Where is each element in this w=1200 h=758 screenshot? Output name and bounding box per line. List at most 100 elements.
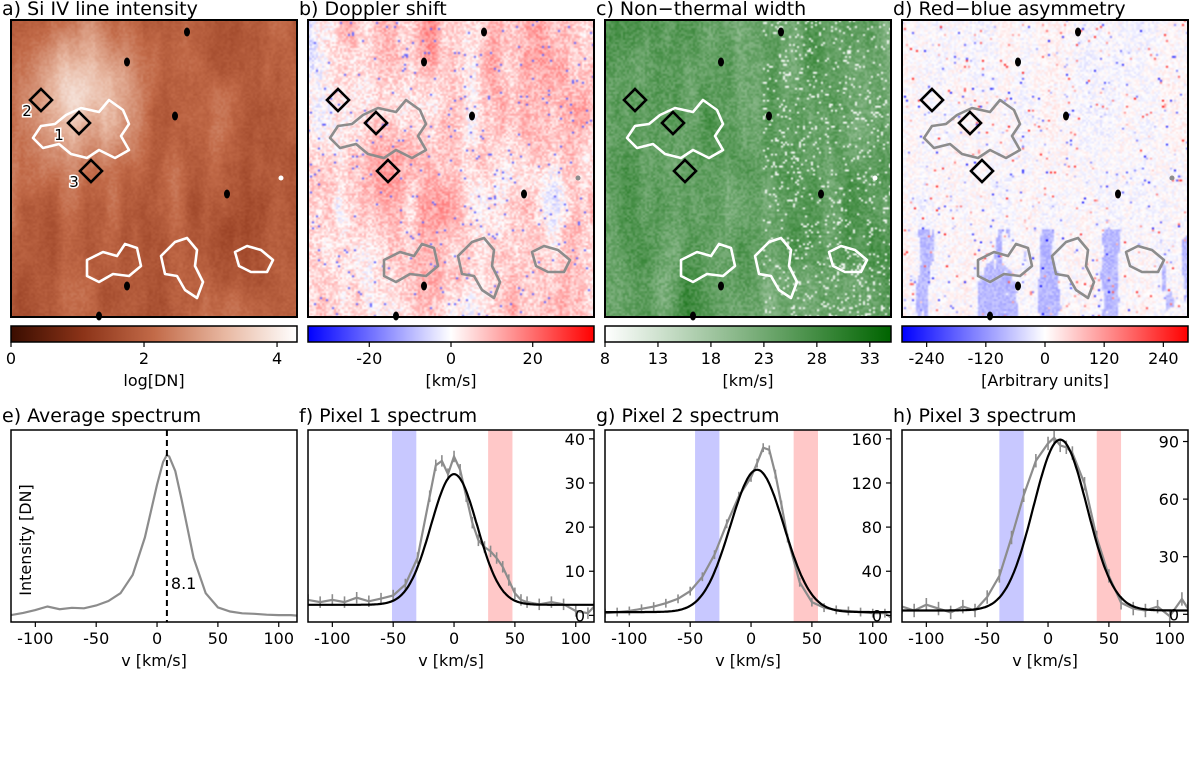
colorbar-label-c: [km/s] [722,371,773,390]
panel-title-g: g) Pixel 2 spectrum [596,405,780,427]
colorbar-b: -20 0 20 [km/s] [307,325,595,390]
colorbar-d: -240 -120 0 120 240 [Arbitrary units] [901,325,1189,390]
colorbar-label-d: [Arbitrary units] [981,371,1109,390]
y-tick-label-h-3: 90 [1159,433,1179,452]
x-tick-label-h-3: 50 [1099,629,1119,648]
plot-area-g [605,430,891,622]
blue-wing-band-h [999,430,1024,622]
pixel-marker-b-1 [363,110,389,136]
colorbar-tick-label-c-3: 23 [754,349,774,368]
colorbar-tick-label-c-0: 8 [600,349,610,368]
colorbar-tick-label-d-0: -240 [908,349,944,368]
x-tick-label-f-3: 50 [505,629,525,648]
fit-line-g [605,468,891,614]
y-tick-label-g-3: 120 [851,474,882,493]
x-tick-label-f-2: 0 [449,629,459,648]
colorbar-tick-label-d-1: -120 [968,349,1004,368]
pixel-marker-d-1 [957,110,983,136]
map-panels: a) Si IV line intensity 1 2 3 b) Doppler shi… [2,0,1189,321]
black-contour-a-1 [184,27,190,37]
contour-a-2 [85,242,143,284]
plot-area-h [902,430,1188,622]
contour-a-3 [159,236,205,300]
map-panel-b: b) Doppler shift [299,0,595,321]
pixel-label-2: 2 [22,102,32,120]
map-frame-a [10,19,298,318]
axes-frame-h [901,429,1189,623]
y-tick-label-f-1: 10 [565,562,585,581]
y-tick-label-h-1: 30 [1159,548,1179,567]
contour-dot-d [1169,175,1175,181]
contour-d-4 [1124,244,1166,274]
map-panel-a: a) Si IV line intensity 1 2 3 [2,0,298,321]
fit-line-h [902,438,1188,612]
x-tick-label-f-0: -100 [314,629,350,648]
contour-d-3 [1050,236,1096,300]
colorbar-tick-label-d-4: 240 [1148,349,1179,368]
x-tick-label-h-0: -100 [908,629,944,648]
y-tick-label-g-0: 0 [872,606,882,625]
contour-b-4 [530,244,572,274]
colorbar-tick-label-c-1: 13 [648,349,668,368]
panel-title-f: f) Pixel 1 spectrum [299,405,477,427]
black-contour-c-1 [778,27,784,37]
panel-title-h: h) Pixel 3 spectrum [893,405,1077,427]
axes-frame-f [307,429,595,623]
map-panel-d: d) Red−blue asymmetry [893,0,1189,321]
spectrum-panel-h: h) Pixel 3 spectrum -100 -50 0 50 100 v [km/s]… [893,405,1189,670]
colorbar-label-b: [km/s] [425,371,476,390]
colorbar-tick-label-b-1: 0 [446,349,456,368]
black-contour-c-2 [718,57,724,67]
pixel-marker-a-3 [78,158,104,184]
pixel-label-1: 1 [54,126,64,144]
black-contour-d-1 [1075,27,1081,37]
colorbar-label-a: log[DN] [123,371,184,390]
red-wing-band-f [488,430,513,622]
panel-title-d: d) Red−blue asymmetry [893,0,1126,20]
y-tick-label-f-0: 0 [575,606,585,625]
colorbar-tick-label-c-2: 18 [701,349,721,368]
pixel-marker-d-3 [969,158,995,184]
x-tick-label-e-2: 0 [152,629,162,648]
colorbar-c: 8 13 18 23 28 33 [km/s] [600,325,892,390]
colorbar-bar-a [10,325,298,343]
colorbar-tick-label-c-4: 28 [807,349,827,368]
pixel-marker-c-3 [672,158,698,184]
contour-d-1 [922,98,1022,160]
contour-b-1 [328,98,428,160]
black-contour-d-2 [1015,57,1021,67]
map-image-c [605,20,891,317]
contour-c-1 [625,98,725,160]
colorbar-tick-label-b-0: -20 [356,349,382,368]
blue-wing-band-f [391,430,417,622]
x-tick-label-g-4: 100 [857,629,888,648]
y-tick-label-g-4: 160 [851,430,882,449]
y-tick-label-h-2: 60 [1159,490,1179,509]
black-contour-c-4 [818,189,824,199]
x-tick-label-h-1: -50 [974,629,1000,648]
colorbar-a: 0 2 4 log[DN] [6,325,298,390]
colorbar-tick-label-a-1: 2 [139,349,149,368]
black-contour-b-1 [481,27,487,37]
pixel-marker-d-2 [919,87,945,113]
contour-b-3 [456,236,502,300]
contour-c-2 [679,242,737,284]
black-contour-a-3 [172,111,178,121]
contour-a-1 [31,98,131,160]
x-tick-label-g-1: -50 [677,629,703,648]
x-tick-label-e-3: 50 [208,629,228,648]
contour-c-4 [827,244,869,274]
black-contour-a-2 [124,57,130,67]
x-tick-label-e-0: -100 [17,629,53,648]
black-contour-c-5 [718,281,724,291]
fit-line-f [308,472,594,606]
map-frame-b [307,19,595,318]
mean-velocity-label: 8.1 [171,574,196,593]
y-axis-label-e: Intensity [DN] [16,484,35,596]
colorbar-tick-label-b-2: 20 [523,349,543,368]
x-tick-label-f-1: -50 [380,629,406,648]
contour-dot-a [278,175,284,181]
black-contour-d-5 [1015,281,1021,291]
